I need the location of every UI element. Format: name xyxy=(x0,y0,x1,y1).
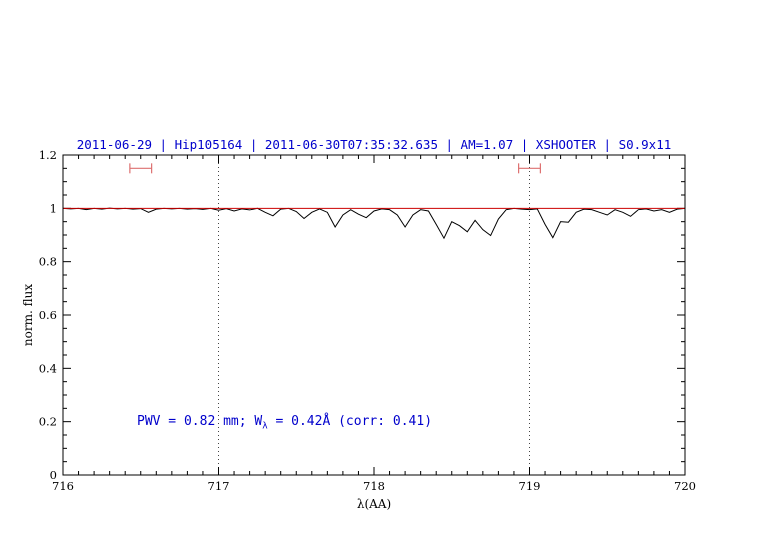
y-tick-label: 0 xyxy=(50,468,57,482)
x-tick-label: 716 xyxy=(52,479,74,493)
y-tick-label: 0.2 xyxy=(39,415,57,429)
x-tick-label: 720 xyxy=(674,479,696,493)
axes-frame xyxy=(62,154,686,476)
spectrum-line xyxy=(62,207,686,240)
x-tick-label: 717 xyxy=(208,479,230,493)
y-tick-label: 0.8 xyxy=(39,255,57,269)
x-tick-label: 718 xyxy=(363,479,385,493)
x-tick-label: 719 xyxy=(519,479,541,493)
pwv-annotation: PWV = 0.82 mm; Wλ = 0.42Å (corr: 0.41) xyxy=(137,414,432,432)
x-axis-label: λ(AA) xyxy=(356,497,392,511)
pwv-annotation-sub: λ xyxy=(262,421,268,432)
y-tick-label: 1.2 xyxy=(39,148,57,162)
pwv-annotation-post: = 0.42Å (corr: 0.41) xyxy=(267,414,433,429)
y-axis-label: norm. flux xyxy=(21,283,35,347)
y-tick-label: 0.6 xyxy=(39,308,57,322)
plot-title: 2011-06-29 | Hip105164 | 2011-06-30T07:3… xyxy=(76,137,672,152)
y-tick-label: 1 xyxy=(50,201,57,215)
pwv-annotation-pre: PWV = 0.82 mm; W xyxy=(137,414,263,429)
y-tick-label: 0.4 xyxy=(39,361,57,375)
